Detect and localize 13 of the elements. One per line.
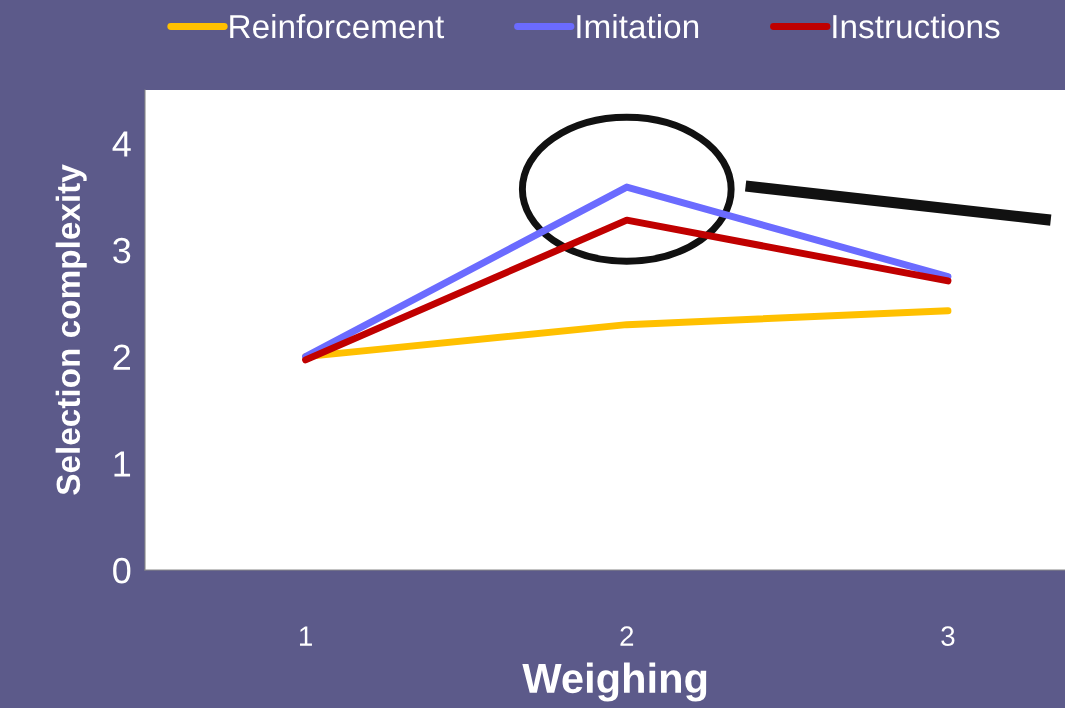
y-tick-label: 4 xyxy=(112,131,131,157)
x-tick-label: 2 xyxy=(620,626,634,646)
x-tick-label: 1 xyxy=(299,626,312,646)
x-axis-title: Weighing xyxy=(522,662,707,702)
y-tick-label: 0 xyxy=(113,557,131,584)
y-axis-title: Selection complexity xyxy=(55,164,87,495)
legend-label: Instructions xyxy=(833,13,1000,39)
y-tick-label: 3 xyxy=(113,237,131,264)
legend-label: Reinforcement xyxy=(230,13,445,39)
x-tick-label: 3 xyxy=(941,626,955,646)
y-tick-label: 2 xyxy=(113,344,130,370)
legend-label: Imitation xyxy=(577,13,699,39)
y-tick-label: 1 xyxy=(114,451,131,477)
